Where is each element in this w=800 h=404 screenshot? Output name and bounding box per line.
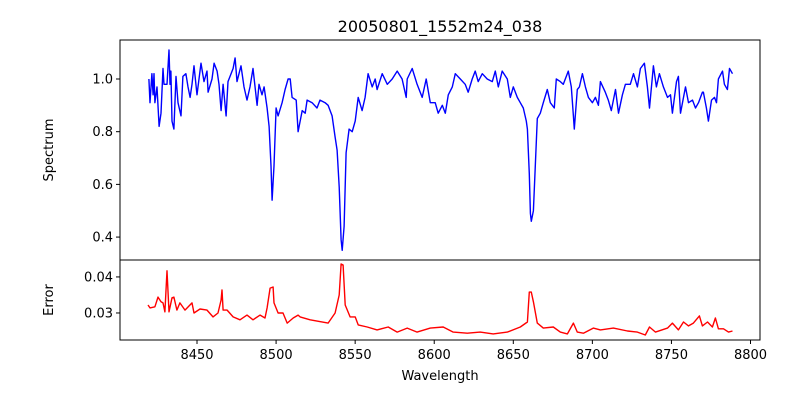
error-plot: 0.03 0.04 8450 8500 8550 8600 8650 8700 8750 8800: [84, 259, 767, 363]
error-axes-frame: [119, 259, 761, 341]
error-y-tick-label: 0.03: [84, 306, 113, 321]
error-x-tick-label: 8550: [339, 348, 372, 363]
spectrum-y-tick-label: 0.8: [92, 125, 113, 140]
chart-title: 20050801_1552m24_038: [338, 17, 543, 37]
spectrum-plot: 0.4 0.6 0.8 1.0: [92, 39, 761, 261]
error-x-tick-label: 8800: [734, 348, 767, 363]
error-y-tick-label: 0.04: [84, 270, 113, 285]
error-series-line: [147, 263, 733, 336]
spectrum-y-tick-label: 0.6: [92, 178, 113, 193]
error-y-label: Error: [42, 284, 57, 316]
error-x-tick-label: 8600: [418, 348, 451, 363]
error-x-tick-label: 8450: [180, 348, 213, 363]
spectrum-y-label: Spectrum: [42, 119, 57, 182]
spectrum-y-tick-label: 1.0: [92, 72, 113, 87]
error-x-tick-label: 8750: [655, 348, 688, 363]
error-x-tick-label: 8500: [260, 348, 293, 363]
error-x-tick-label: 8700: [576, 348, 609, 363]
spectrum-y-tick-label: 0.4: [92, 231, 113, 246]
x-axis-label: Wavelength: [401, 369, 478, 384]
spectrum-series-line: [148, 49, 734, 252]
error-x-tick-label: 8650: [497, 348, 530, 363]
